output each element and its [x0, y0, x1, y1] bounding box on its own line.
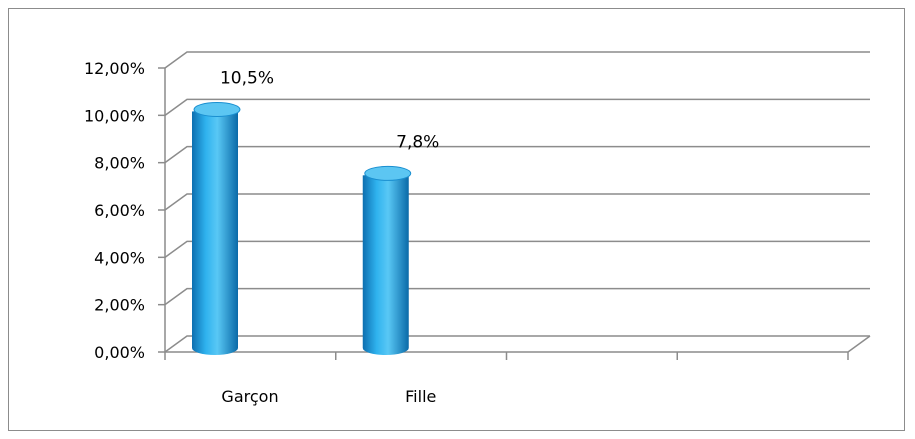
- y-tick-label: 10,00%: [84, 106, 145, 125]
- chart-area: [8, 8, 905, 431]
- gridline: [164, 145, 870, 164]
- category-label: Garçon: [221, 387, 278, 406]
- labels: 0,00% 2,00% 4,00% 6,00% 8,00% 10,00% 12,00% Gar…: [84, 59, 439, 406]
- gridline: [164, 335, 870, 353]
- y-tick-label: 4,00%: [94, 248, 145, 267]
- x-axis-line: [165, 335, 871, 353]
- y-tick-label: 8,00%: [94, 154, 145, 173]
- gridline: [164, 287, 870, 306]
- axes: [158, 67, 871, 360]
- data-label: 7,8%: [396, 132, 439, 152]
- gridline: [164, 240, 870, 258]
- gridline: [164, 98, 870, 116]
- gridline: [164, 51, 870, 69]
- gridline: [164, 193, 870, 211]
- y-tick-label: 6,00%: [94, 201, 145, 220]
- category-label: Fille: [405, 387, 436, 406]
- bar: [192, 102, 241, 355]
- bar-body: [362, 171, 409, 355]
- bar: [362, 165, 412, 355]
- y-tick-label: 0,00%: [94, 343, 145, 362]
- y-tick-label: 2,00%: [94, 296, 145, 315]
- gridlines: [164, 51, 870, 353]
- bar-top: [193, 102, 241, 117]
- bar-top: [364, 165, 412, 181]
- bar-body: [192, 107, 238, 355]
- y-tick-label: 12,00%: [84, 59, 145, 78]
- bars: [192, 102, 412, 355]
- data-label: 10,5%: [220, 69, 274, 89]
